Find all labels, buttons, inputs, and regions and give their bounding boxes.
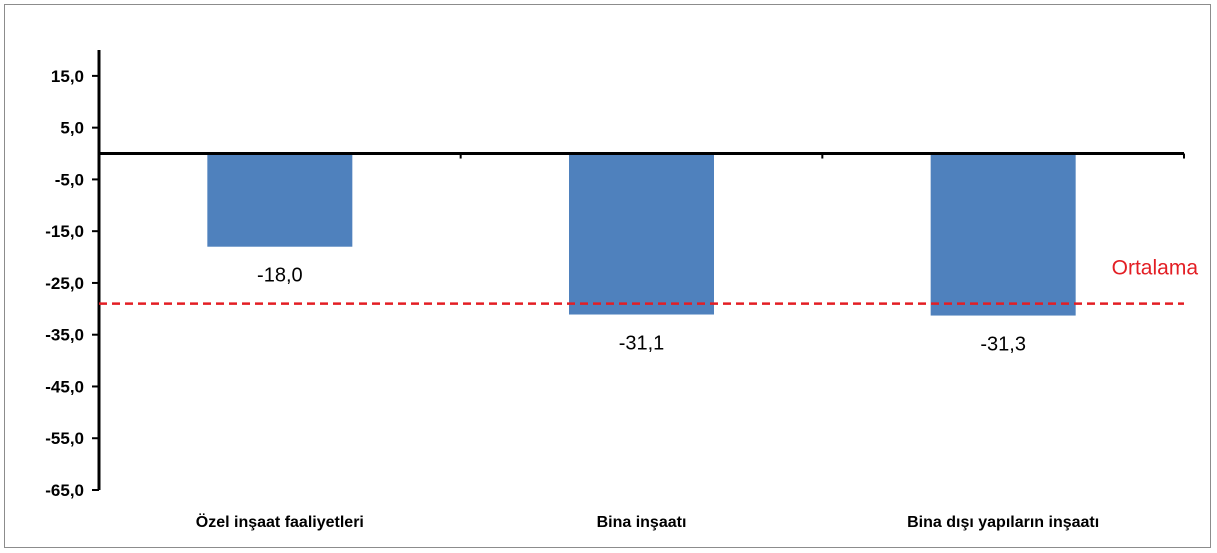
y-tick-label: -45,0 [45, 377, 84, 396]
x-category-label: Bina dışı yapıların inşaatı [907, 514, 1099, 531]
data-label: -31,3 [980, 334, 1026, 356]
y-tick-label: -35,0 [45, 326, 84, 345]
y-tick-label: -15,0 [45, 222, 84, 241]
y-tick-label: -65,0 [45, 481, 84, 500]
bar [930, 153, 1076, 316]
y-tick-label: 15,0 [51, 67, 84, 86]
y-tick-label: 5,0 [60, 119, 84, 138]
y-tick-label: -5,0 [55, 170, 84, 189]
x-category-label: Özel inşaat faaliyetleri [196, 512, 364, 531]
x-category-label: Bina inşaatı [597, 514, 687, 531]
bar [207, 153, 353, 247]
y-tick-label: -55,0 [45, 429, 84, 448]
data-label: -18,0 [257, 265, 303, 287]
average-reference-label: Ortalama [1112, 257, 1199, 280]
bar [569, 153, 714, 315]
y-tick-label: -25,0 [45, 274, 84, 293]
data-label: -31,1 [619, 333, 665, 355]
